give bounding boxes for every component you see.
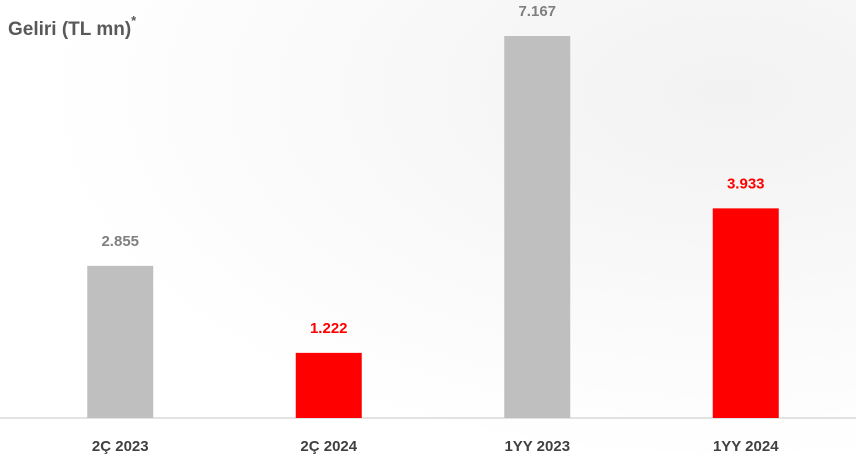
value-label: 3.933 [727, 175, 765, 192]
title-text: Geliri (TL mn) [8, 19, 131, 40]
bar [712, 208, 779, 418]
value-label: 2.855 [101, 233, 139, 250]
x-tick-label: 1YY 2023 [504, 438, 570, 455]
value-label: 1.222 [310, 320, 348, 337]
title-marker: * [131, 13, 137, 28]
bar [504, 36, 571, 418]
x-tick-label: 2Ç 2023 [92, 438, 149, 455]
x-tick-label: 1YY 2024 [713, 438, 779, 455]
bar [87, 265, 154, 418]
chart-title: Geliri (TL mn)* [8, 13, 137, 40]
x-tick-label: 2Ç 2024 [300, 438, 357, 455]
bar [295, 352, 362, 418]
value-label: 7.167 [518, 3, 556, 20]
